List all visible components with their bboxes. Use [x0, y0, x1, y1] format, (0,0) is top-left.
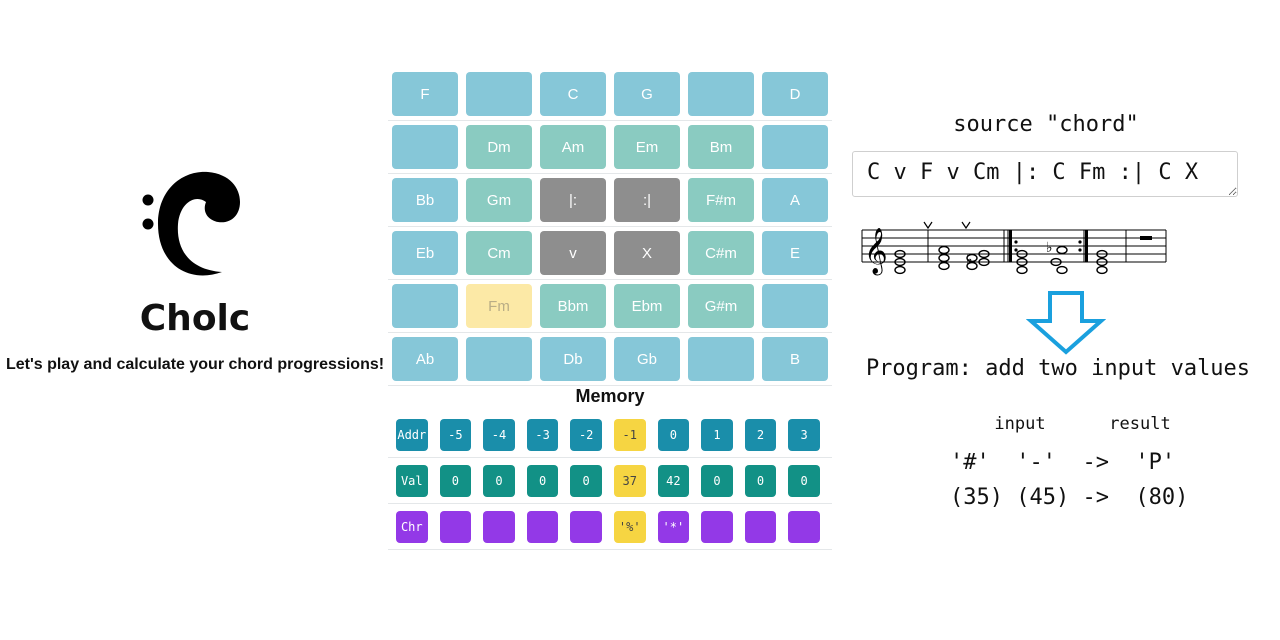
memory-cell-chr — [744, 510, 777, 543]
svg-text:𝄞: 𝄞 — [864, 228, 888, 276]
chord-button-g[interactable]: G — [614, 72, 680, 116]
source-code-input[interactable] — [852, 151, 1238, 197]
memory-cell-chr — [701, 510, 733, 543]
chord-button-bb[interactable]: Bb — [392, 178, 458, 222]
chord-button-empty[interactable] — [466, 72, 532, 116]
memory-cell-chr: '%' — [613, 510, 646, 543]
chord-button-gb[interactable]: Gb — [614, 337, 680, 381]
chord-button-empty[interactable] — [762, 284, 828, 328]
memory-cell-val: 0 — [788, 464, 820, 497]
chord-button-eb[interactable]: Eb — [392, 231, 458, 275]
io-result-label: result — [1109, 414, 1171, 434]
memory-cell-val: 0 — [439, 464, 472, 497]
memory-cell-chr — [526, 510, 559, 543]
memory-table: Addr -5 -4 -3 -2 -1 0 1 2 3 Val 0 0 0 0 37 42 0 0 0 Chr '%' '*… — [388, 412, 832, 550]
chord-row: Bb Gm |::| F#m A — [388, 174, 832, 227]
music-staff-icon: 𝄞 ♭ ♭ — [861, 221, 1167, 276]
chord-button-a[interactable]: A — [762, 178, 828, 222]
chord-button-f[interactable]: F — [392, 72, 458, 116]
memory-cell-val: 0 — [483, 464, 515, 497]
chord-button-v[interactable]: v — [540, 231, 606, 275]
memory-title: Memory — [575, 386, 645, 406]
chord-button-db[interactable]: Db — [540, 337, 606, 381]
memory-cell-val: 0 — [526, 464, 559, 497]
chord-button-gsharpm[interactable]: G#m — [688, 284, 754, 328]
io-input-label: input — [994, 414, 1046, 434]
chord-row: Eb Cm v X C#m E — [388, 227, 832, 280]
source-label: source "chord" — [953, 112, 1139, 137]
chord-button-gm[interactable]: Gm — [466, 178, 532, 222]
chord-button-em[interactable]: Em — [614, 125, 680, 169]
chord-row: Dm Am Em Bm — [388, 121, 832, 174]
chord-button-empty[interactable] — [392, 284, 458, 328]
chord-button-cm[interactable]: Cm — [466, 231, 532, 275]
chord-button-fm[interactable]: Fm — [466, 284, 532, 328]
memory-cell-chr — [439, 510, 472, 543]
svg-text:♭: ♭ — [966, 252, 973, 268]
memory-row-val: Val 0 0 0 0 37 42 0 0 0 — [388, 458, 832, 504]
memory-header-val: Val — [396, 464, 428, 497]
chord-button-x[interactable]: X — [614, 231, 680, 275]
memory-header-addr: Addr — [396, 418, 428, 451]
chord-button-bm[interactable]: Bm — [688, 125, 754, 169]
chord-button-ab[interactable]: Ab — [392, 337, 458, 381]
chord-button-dm[interactable]: Dm — [466, 125, 532, 169]
memory-cell-val: 0 — [744, 464, 777, 497]
memory-cell-chr — [483, 510, 515, 543]
memory-cell-addr: -3 — [526, 418, 559, 451]
chord-button-repeat-start[interactable]: |: — [540, 178, 606, 222]
memory-cell-chr — [570, 510, 602, 543]
svg-text:♭: ♭ — [1046, 240, 1053, 256]
chord-button-b[interactable]: B — [762, 337, 828, 381]
brand-panel: Cholc Let's play and calculate your chor… — [0, 160, 390, 390]
memory-row-addr: Addr -5 -4 -3 -2 -1 0 1 2 3 — [388, 412, 832, 458]
app-title: Cholc — [139, 298, 251, 339]
memory-cell-addr: 3 — [788, 418, 820, 451]
memory-cell-val: 37 — [613, 464, 646, 497]
chord-button-empty[interactable] — [762, 125, 828, 169]
bass-clef-icon — [142, 171, 240, 276]
io-characters-row: '#' '-' -> 'P' — [950, 450, 1176, 475]
memory-cell-addr: 0 — [657, 418, 690, 451]
chord-button-e[interactable]: E — [762, 231, 828, 275]
memory-cell-val: 0 — [570, 464, 602, 497]
memory-header-chr: Chr — [396, 510, 428, 543]
memory-row-chr: Chr '%' '*' — [388, 504, 832, 550]
chord-button-empty[interactable] — [688, 337, 754, 381]
chord-button-repeat-end[interactable]: :| — [614, 178, 680, 222]
chord-button-bbm[interactable]: Bbm — [540, 284, 606, 328]
memory-cell-addr: 2 — [744, 418, 777, 451]
chord-grid: F C G D Dm Am Em Bm Bb Gm |::| F#m A Eb Cm v X C#m E Fm Bbm E… — [388, 68, 832, 386]
chord-row: Fm Bbm Ebm G#m — [388, 280, 832, 333]
chord-button-am[interactable]: Am — [540, 125, 606, 169]
chord-button-fsharpm[interactable]: F#m — [688, 178, 754, 222]
memory-cell-chr — [788, 510, 820, 543]
memory-cell-val: 0 — [701, 464, 733, 497]
memory-cell-addr: -1 — [613, 418, 646, 451]
memory-cell-chr: '*' — [657, 510, 690, 543]
chord-button-d[interactable]: D — [762, 72, 828, 116]
chord-button-empty[interactable] — [466, 337, 532, 381]
program-label: Program: add two input values — [865, 356, 1251, 381]
chord-button-c[interactable]: C — [540, 72, 606, 116]
chord-button-csharpm[interactable]: C#m — [688, 231, 754, 275]
chord-button-empty[interactable] — [392, 125, 458, 169]
memory-cell-addr: 1 — [701, 418, 733, 451]
io-values-row: (35) (45) -> (80) — [950, 485, 1189, 510]
chord-button-empty[interactable] — [688, 72, 754, 116]
chord-row: Ab Db Gb B — [388, 333, 832, 386]
chord-button-ebm[interactable]: Ebm — [614, 284, 680, 328]
app-tagline: Let's play and calculate your chord prog… — [5, 356, 385, 373]
down-arrow-icon — [1026, 291, 1106, 355]
memory-cell-addr: -2 — [570, 418, 602, 451]
memory-cell-val: 42 — [657, 464, 690, 497]
memory-cell-addr: -4 — [483, 418, 515, 451]
memory-cell-addr: -5 — [439, 418, 472, 451]
